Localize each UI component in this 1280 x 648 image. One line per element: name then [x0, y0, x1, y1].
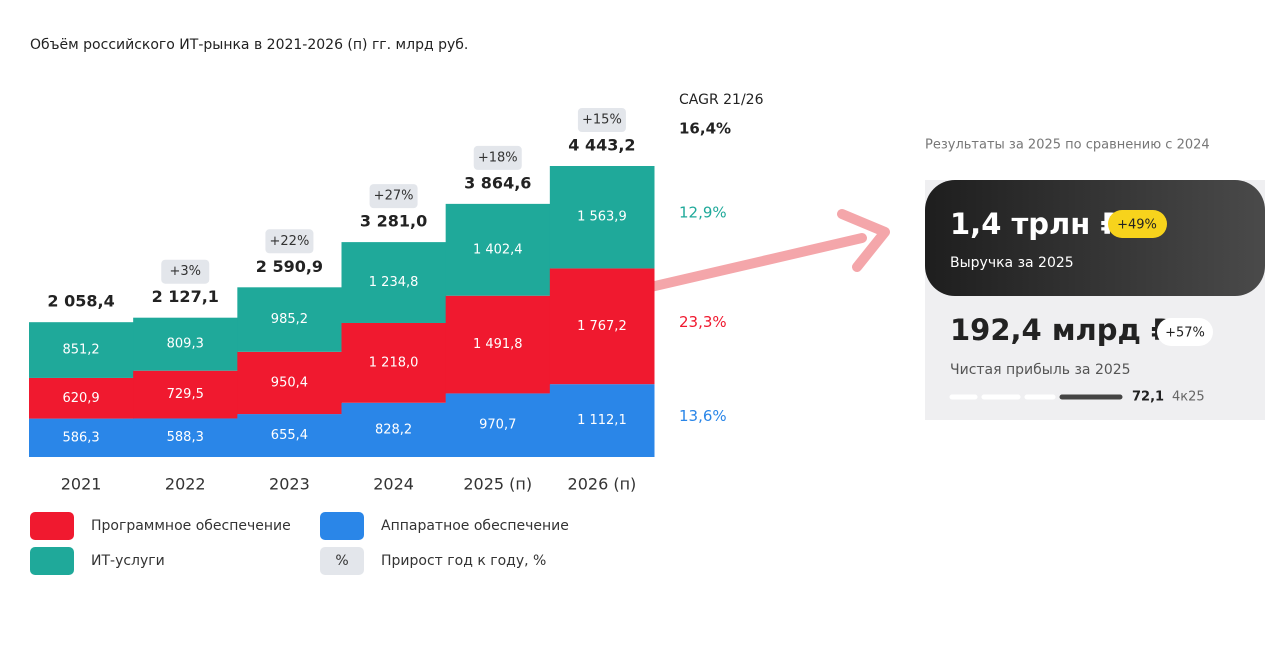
profit-change: +57% — [1165, 326, 1205, 341]
value-label: 851,2 — [62, 343, 99, 358]
bar-segment — [29, 322, 134, 378]
cagr-series: 12,9% — [679, 204, 727, 222]
value-label: 985,2 — [271, 312, 308, 327]
value-label: 809,3 — [167, 337, 204, 352]
total-label: 3 864,6 — [464, 173, 531, 192]
value-label: 1 218,0 — [369, 355, 419, 370]
growth-badge — [473, 145, 522, 170]
x-tick-label: 2022 — [165, 475, 206, 494]
legend-label: Аппаратное обеспечение — [381, 518, 569, 534]
bar-segment — [445, 393, 551, 457]
progress-value: 72,1 — [1132, 390, 1164, 405]
progress-period: 4к25 — [1172, 390, 1205, 405]
growth-label: +22% — [270, 234, 310, 249]
value-label: 588,3 — [167, 430, 204, 445]
profit-badge — [1157, 318, 1213, 346]
bar-segment — [133, 370, 238, 419]
legend-swatch — [320, 547, 364, 575]
cagr-series: 13,6% — [679, 407, 727, 425]
x-tick-label: 2024 — [373, 475, 414, 494]
x-tick-label: 2023 — [269, 475, 310, 494]
value-label: 729,5 — [167, 387, 204, 402]
card-title: Результаты за 2025 по сравнению с 2024 — [925, 138, 1210, 153]
growth-label: +18% — [478, 150, 518, 165]
value-label: 1 402,4 — [473, 242, 523, 257]
value-label: 1 491,8 — [473, 337, 523, 352]
revenue-panel — [925, 180, 1265, 296]
value-label: 655,4 — [271, 428, 308, 443]
legend-label: Прирост год к году, % — [381, 553, 546, 569]
cagr-series: 23,3% — [679, 313, 727, 331]
bar-segment — [445, 203, 551, 296]
value-label: 1 563,9 — [577, 210, 627, 225]
x-tick-label: 2021 — [61, 475, 102, 494]
bar-segment — [549, 268, 655, 385]
total-label: 2 590,9 — [256, 257, 323, 276]
legend-swatch — [30, 512, 74, 540]
value-label: 828,2 — [375, 422, 412, 437]
legend-symbol: % — [335, 553, 348, 569]
bar-segment — [341, 322, 447, 403]
bar-segment — [133, 418, 238, 457]
bar-segment — [237, 351, 342, 415]
bar-segment — [445, 295, 551, 394]
cagr-total: 16,4% — [679, 120, 731, 138]
legend-label: ИТ-услуги — [91, 553, 165, 569]
bar-segment — [237, 287, 342, 352]
growth-badge — [577, 108, 626, 132]
growth-badge — [161, 259, 210, 284]
total-label: 2 058,4 — [47, 292, 114, 311]
value-label: 1 767,2 — [577, 319, 627, 334]
revenue-change: +49% — [1117, 218, 1157, 233]
value-label: 620,9 — [62, 391, 99, 406]
cagr-label: CAGR 21/26 — [679, 92, 764, 108]
chart-title: Объём российского ИТ-рынка в 2021-2026 (… — [30, 37, 468, 53]
value-label: 1 112,1 — [577, 413, 627, 428]
total-label: 2 127,1 — [152, 287, 219, 306]
bar-segment — [29, 377, 134, 419]
bar-segment — [29, 418, 134, 457]
bar-segment — [549, 384, 655, 457]
total-label: 3 281,0 — [360, 212, 427, 231]
value-label: 586,3 — [62, 430, 99, 445]
legend-swatch — [30, 547, 74, 575]
total-label: 4 443,2 — [568, 136, 635, 155]
x-tick-label: 2026 (п) — [568, 475, 637, 494]
x-tick-label: 2025 (п) — [463, 475, 532, 494]
bar-segment — [133, 317, 238, 371]
growth-badge — [369, 184, 418, 209]
profit-caption: Чистая прибыль за 2025 — [950, 362, 1131, 378]
bar-segment — [549, 166, 655, 269]
legend-swatch — [320, 512, 364, 540]
value-label: 970,7 — [479, 418, 516, 433]
bar-segment — [237, 414, 342, 457]
growth-label: +27% — [374, 189, 414, 204]
growth-badge — [265, 229, 314, 254]
bar-segment — [341, 402, 447, 457]
revenue-badge — [1108, 210, 1167, 238]
revenue-caption: Выручка за 2025 — [950, 255, 1074, 271]
revenue-value: 1,4 трлн ₽ — [950, 207, 1121, 241]
bar-segment — [341, 242, 447, 323]
value-label: 1 234,8 — [369, 275, 419, 290]
growth-label: +15% — [582, 113, 622, 128]
profit-value: 192,4 млрд ₽ — [950, 313, 1171, 347]
value-label: 950,4 — [271, 375, 308, 390]
legend-label: Программное обеспечение — [91, 518, 291, 534]
growth-label: +3% — [169, 264, 201, 279]
